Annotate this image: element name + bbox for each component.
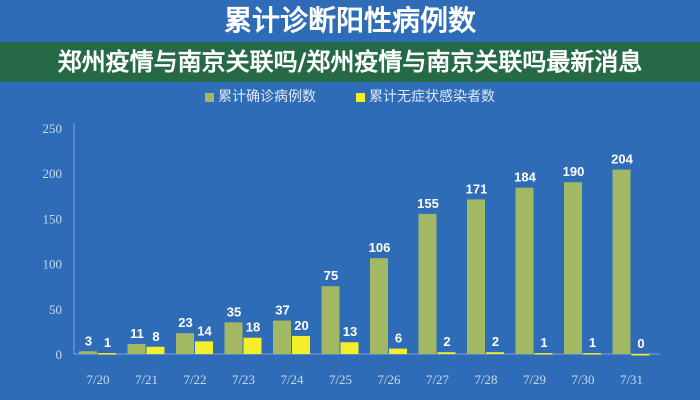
bar-confirmed [370,258,388,354]
data-label: 171 [466,181,488,196]
bar-confirmed [79,351,97,354]
data-label: 1 [589,335,596,350]
legend-swatch [205,92,214,102]
bar-asymptomatic [146,346,165,354]
legend-label: 累计无症状感染者数 [369,89,495,105]
x-tick-label: 7/30 [571,372,594,387]
x-tick-label: 7/28 [474,372,497,387]
x-tick-label: 7/29 [523,372,546,387]
chart-title: 累计诊断阳性病例数 [223,4,476,37]
bar-asymptomatic [389,348,407,354]
bar-confirmed [467,199,485,354]
bar-confirmed [515,187,534,354]
data-label: 20 [294,318,308,333]
y-tick-label: 100 [43,257,63,272]
x-tick-label: 7/27 [426,372,450,387]
data-label: 18 [246,320,260,335]
data-label: 8 [152,329,159,344]
data-label: 190 [563,164,585,179]
x-tick-label: 7/24 [280,372,304,387]
bar-asymptomatic [631,354,650,356]
bar-confirmed [612,169,631,354]
x-tick-label: 7/23 [232,372,255,387]
data-label: 35 [227,304,241,319]
bar-confirmed [127,344,146,354]
data-label: 2 [492,334,499,349]
bar-asymptomatic [583,353,601,355]
x-tick-label: 7/25 [329,372,352,387]
x-tick-label: 7/21 [135,372,158,387]
bar-asymptomatic [98,353,116,355]
bar-confirmed [273,320,291,354]
data-label: 75 [324,268,338,283]
data-label: 11 [130,326,144,341]
y-tick-label: 250 [43,121,63,136]
x-tick-label: 7/20 [86,372,109,387]
data-label: 155 [417,196,439,211]
data-label: 13 [343,324,357,339]
legend-label: 累计确诊病例数 [218,89,316,105]
bar-asymptomatic [292,335,310,354]
legend-item-confirmed: 累计确诊病例数 [205,88,316,106]
y-tick-label: 200 [43,166,63,181]
y-tick-label: 0 [56,347,63,362]
data-label: 204 [611,152,633,167]
bar-asymptomatic [195,341,213,354]
data-label: 2 [443,334,450,349]
bar-confirmed [564,182,582,354]
data-label: 0 [637,336,644,351]
data-label: 3 [85,333,92,348]
data-label: 106 [369,240,391,255]
bar-asymptomatic [534,353,553,355]
bar-confirmed [176,333,194,354]
data-label: 23 [178,315,192,330]
data-label: 1 [540,335,547,350]
bar-asymptomatic [437,352,456,354]
bar-confirmed [224,322,243,354]
legend: 累计确诊病例数 累计无症状感染者数 [0,88,700,106]
data-label: 6 [395,331,402,346]
headline-banner: 郑州疫情与南京关联吗/郑州疫情与南京关联吗最新消息 [0,42,700,82]
y-tick-label: 150 [43,211,63,226]
legend-swatch [356,92,365,102]
bar-asymptomatic [243,337,262,354]
bar-confirmed [321,286,340,354]
bar-confirmed [418,213,437,354]
x-tick-label: 7/26 [377,372,401,387]
y-tick-label: 50 [49,302,62,317]
data-label: 14 [197,323,212,338]
bar-asymptomatic [486,352,504,354]
data-label: 184 [514,170,536,185]
x-tick-label: 7/22 [183,372,206,387]
data-label: 1 [104,335,111,350]
legend-item-asymptomatic: 累计无症状感染者数 [356,88,495,106]
x-tick-label: 7/31 [620,372,643,387]
data-label: 37 [275,303,289,318]
bar-asymptomatic [340,342,359,354]
